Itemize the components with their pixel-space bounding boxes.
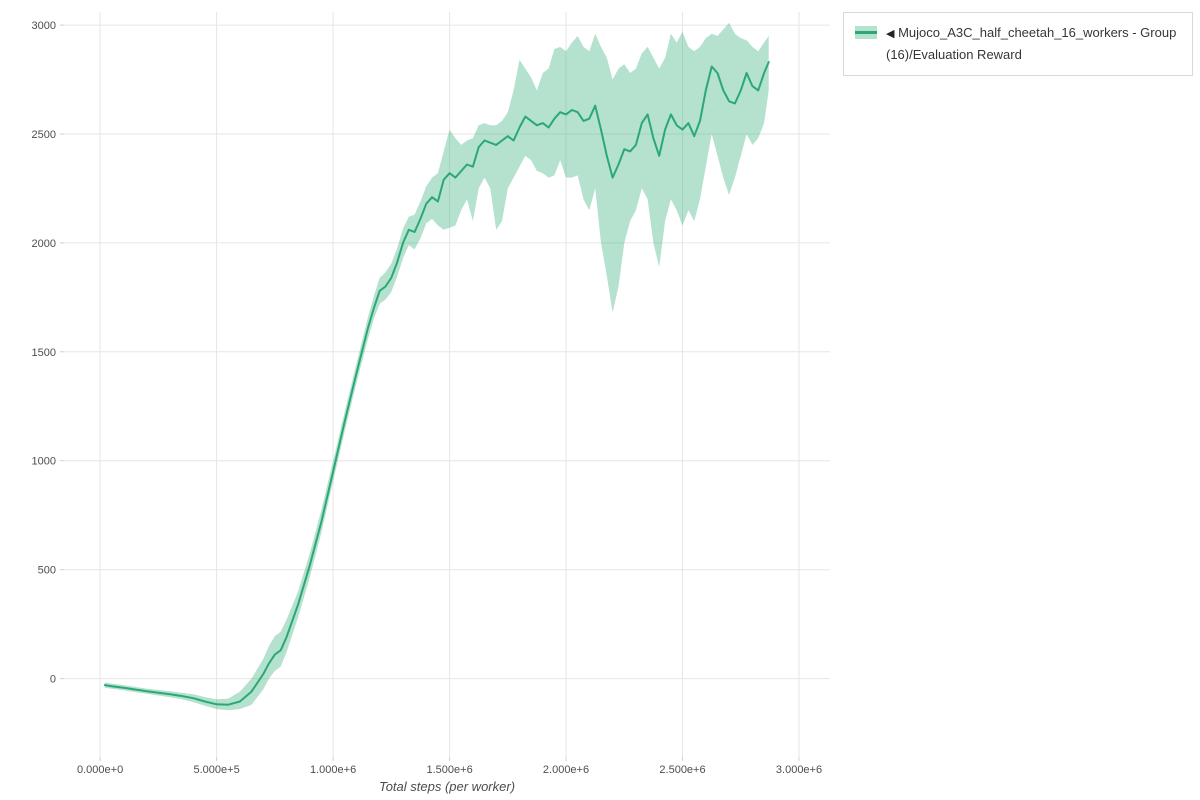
collapse-arrow-icon[interactable]: ◀ [886,28,895,40]
legend-line-swatch [855,31,877,34]
legend-band-swatch [855,26,877,39]
legend[interactable]: ◀ Mujoco_A3C_half_cheetah_16_workers - G… [843,12,1193,77]
x-tick-label: 1.500e+6 [427,764,473,776]
x-tick-label: 5.000e+5 [194,764,240,776]
y-tick-label: 2000 [32,238,56,250]
legend-label: ◀ Mujoco_A3C_half_cheetah_16_workers - G… [886,22,1181,66]
x-tick-label: 2.000e+6 [543,764,589,776]
x-tick-label: 1.000e+6 [310,764,356,776]
y-tick-label: 1000 [32,456,56,468]
y-tick-label: 0 [50,674,56,686]
mean-reward-line [103,61,770,706]
x-axis-title: Total steps (per worker) [378,779,516,794]
legend-series-name: Mujoco_A3C_half_cheetah_16_workers - Gro… [886,25,1177,63]
confidence-band [104,22,769,711]
y-tick-label: 2500 [32,129,56,141]
y-tick-label: 3000 [32,20,56,32]
x-tick-label: 2.500e+6 [659,764,705,776]
x-tick-label: 3.000e+6 [776,764,822,776]
y-tick-label: 1500 [32,347,56,359]
y-tick-label: 500 [38,565,56,577]
x-tick-label: 0.000e+0 [77,764,123,776]
